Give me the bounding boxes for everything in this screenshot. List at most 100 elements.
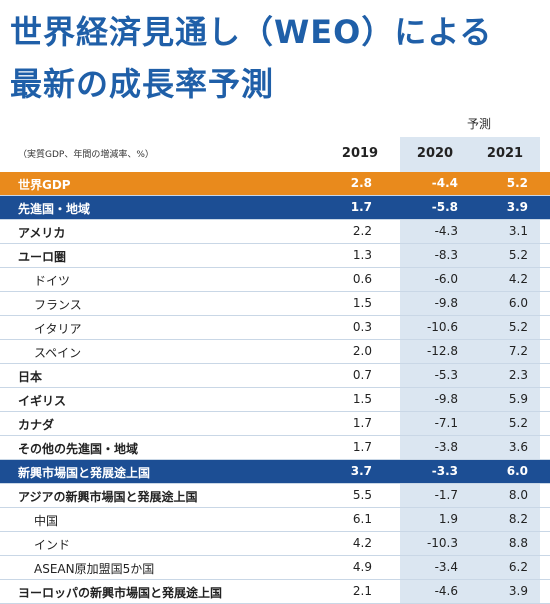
year-header-2019: 2019	[341, 146, 379, 161]
value-2020: -4.3	[434, 224, 458, 238]
forecast-cell-shade	[400, 484, 470, 507]
forecast-cell-shade	[400, 268, 470, 291]
forecast-cell-shade	[470, 532, 540, 555]
table-row: カナダ 1.7 -7.1 5.2	[0, 412, 550, 436]
forecast-cell-shade	[470, 436, 540, 459]
forecast-cell-shade	[400, 220, 470, 243]
value-2020: -10.3	[426, 536, 458, 550]
forecast-cell-shade	[400, 172, 470, 195]
value-2020: -3.4	[434, 560, 458, 574]
value-2021: 5.2	[506, 176, 528, 190]
row-label: カナダ	[18, 418, 55, 432]
row-label: ASEAN原加盟国5か国	[34, 562, 155, 576]
table-row: イタリア 0.3 -10.6 5.2	[0, 316, 550, 340]
table-row: 先進国・地域 1.7 -5.8 3.9	[0, 196, 550, 220]
value-2019: 0.6	[352, 272, 372, 286]
value-2019: 1.5	[352, 296, 372, 310]
forecast-cell-shade	[400, 412, 470, 435]
value-2020: -12.8	[426, 344, 458, 358]
value-2020: -1.7	[434, 488, 458, 502]
row-label: 中国	[34, 514, 59, 528]
forecast-cell-shade	[470, 268, 540, 291]
value-2020: -10.6	[426, 320, 458, 334]
row-label: ユーロ圏	[18, 250, 67, 264]
table-row: アメリカ 2.2 -4.3 3.1	[0, 220, 550, 244]
table-row: イギリス 1.5 -9.8 5.9	[0, 388, 550, 412]
value-2019: 4.2	[352, 536, 372, 550]
page-subtitle: 最新の成長率予測	[10, 65, 275, 103]
value-2019: 4.9	[352, 560, 372, 574]
forecast-column-shade	[400, 137, 540, 172]
row-label: その他の先進国・地域	[18, 442, 139, 456]
row-label: 日本	[18, 370, 43, 384]
table-row: 日本 0.7 -5.3 2.3	[0, 364, 550, 388]
forecast-cell-shade	[470, 556, 540, 579]
value-2021: 3.6	[508, 440, 528, 454]
value-2020: -4.4	[431, 176, 458, 190]
value-2021: 8.8	[508, 536, 528, 550]
row-label: インド	[34, 538, 71, 552]
row-label: 世界GDP	[18, 178, 71, 192]
table-row: ASEAN原加盟国5か国 4.9 -3.4 6.2	[0, 556, 550, 580]
row-label: 新興市場国と発展途上国	[18, 466, 151, 480]
forecast-cell-shade	[470, 244, 540, 267]
table-row: その他の先進国・地域 1.7 -3.8 3.6	[0, 436, 550, 460]
row-label: イタリア	[34, 322, 82, 336]
value-2021: 3.9	[506, 200, 528, 214]
table-row: スペイン 2.0 -12.8 7.2	[0, 340, 550, 364]
forecast-cell-shade	[400, 388, 470, 411]
forecast-cell-shade	[470, 196, 540, 219]
forecast-cell-shade	[400, 364, 470, 387]
table-row: ユーロ圏 1.3 -8.3 5.2	[0, 244, 550, 268]
forecast-cell-shade	[470, 316, 540, 339]
forecast-cell-shade	[400, 340, 470, 363]
forecast-cell-shade	[470, 508, 540, 531]
value-2021: 5.2	[508, 416, 528, 430]
value-2021: 5.2	[508, 320, 528, 334]
value-2019: 1.7	[352, 440, 372, 454]
forecast-cell-shade	[470, 220, 540, 243]
value-2020: -9.8	[434, 392, 458, 406]
forecast-cell-shade	[400, 460, 470, 483]
table-row: ドイツ 0.6 -6.0 4.2	[0, 268, 550, 292]
value-2020: -5.3	[434, 368, 458, 382]
value-2020: 1.9	[438, 512, 458, 526]
forecast-cell-shade	[470, 460, 540, 483]
value-2019: 2.8	[350, 176, 372, 190]
table-row: ヨーロッパの新興市場国と発展途上国 2.1 -4.6 3.9	[0, 580, 550, 604]
value-2021: 6.0	[506, 464, 528, 478]
value-2019: 2.2	[352, 224, 372, 238]
value-2019: 3.7	[350, 464, 372, 478]
row-label: アメリカ	[18, 226, 66, 240]
year-header-2020: 2020	[416, 146, 454, 161]
value-2020: -9.8	[434, 296, 458, 310]
table-row: 中国 6.1 1.9 8.2	[0, 508, 550, 532]
row-label: ドイツ	[34, 274, 71, 288]
value-2020: -4.6	[434, 584, 458, 598]
value-2021: 5.9	[508, 392, 528, 406]
forecast-label: 予測	[466, 117, 491, 131]
forecast-cell-shade	[470, 412, 540, 435]
value-2021: 3.1	[508, 224, 528, 238]
value-2019: 1.3	[352, 248, 372, 262]
table-row: フランス 1.5 -9.8 6.0	[0, 292, 550, 316]
value-2021: 6.2	[508, 560, 528, 574]
table-header: （実質GDP、年間の増減率、%） 2019 2020 2021	[0, 137, 550, 172]
value-2019: 0.3	[352, 320, 372, 334]
value-2019: 1.7	[352, 416, 372, 430]
forecast-cell-shade	[400, 292, 470, 315]
forecast-cell-shade	[400, 436, 470, 459]
growth-table: 世界GDP 2.8 -4.4 5.2 先進国・地域 1.7 -5.8 3.9 アメリカ 2.2 -4…	[0, 172, 550, 604]
forecast-cell-shade	[470, 172, 540, 195]
forecast-cell-shade	[470, 292, 540, 315]
value-2019: 5.5	[352, 488, 372, 502]
value-2021: 5.2	[508, 248, 528, 262]
value-2021: 2.3	[508, 368, 528, 382]
table-row: 世界GDP 2.8 -4.4 5.2	[0, 172, 550, 196]
value-2019: 0.7	[352, 368, 372, 382]
forecast-cell-shade	[470, 364, 540, 387]
forecast-cell-shade	[400, 556, 470, 579]
value-2019: 1.5	[352, 392, 372, 406]
table-row: 新興市場国と発展途上国 3.7 -3.3 6.0	[0, 460, 550, 484]
table-row: インド 4.2 -10.3 8.8	[0, 532, 550, 556]
